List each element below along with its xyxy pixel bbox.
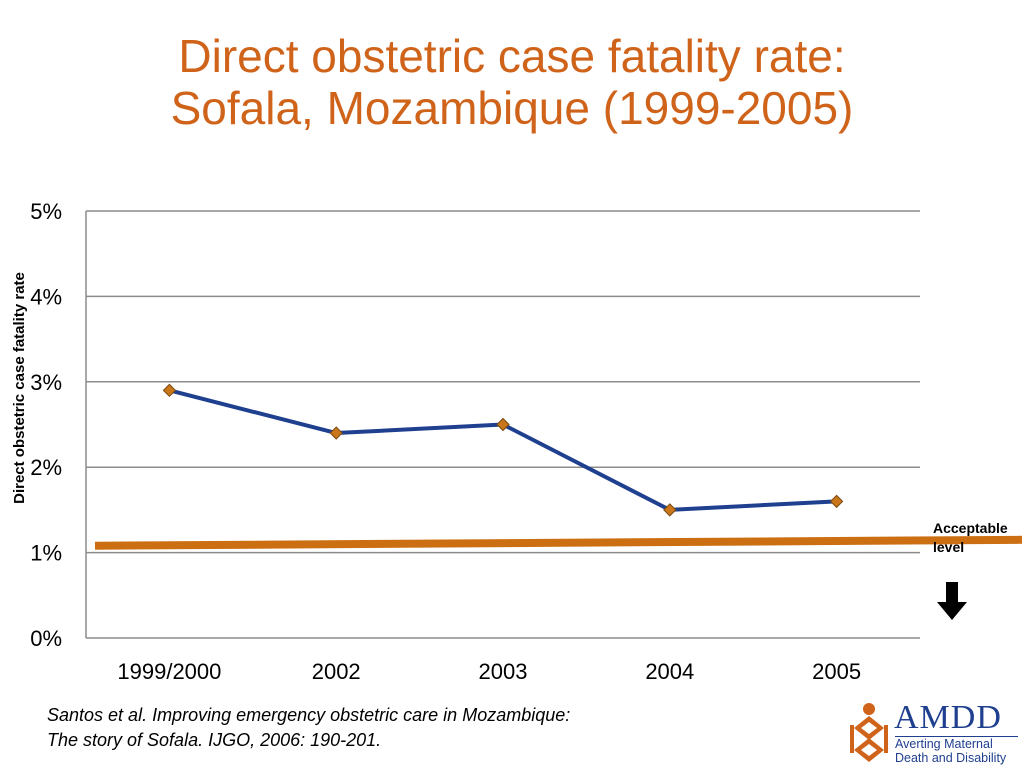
grid-lines <box>86 210 920 554</box>
title-line-2: Sofala, Mozambique (1999-2005) <box>170 82 854 134</box>
data-point <box>496 417 510 432</box>
x-tick-label: 2003 <box>479 659 528 684</box>
x-tick-label: 2005 <box>812 659 861 684</box>
axes <box>85 211 920 639</box>
y-tick-label: 0% <box>30 626 62 651</box>
page-title: Direct obstetric case fatality rate: Sof… <box>0 30 1024 134</box>
logo-subtitle-line-1: Averting Maternal <box>895 737 993 751</box>
y-tick-label: 4% <box>30 284 62 309</box>
citation: Santos et al. Improving emergency obstet… <box>47 703 570 753</box>
data-point <box>162 383 177 398</box>
citation-line-2: The story of Sofala. IJGO, 2006: 190-201… <box>47 730 382 750</box>
title-line-1: Direct obstetric case fatality rate: <box>178 30 846 82</box>
x-tick-label: 2002 <box>312 659 361 684</box>
citation-line-1: Santos et al. Improving emergency obstet… <box>47 705 571 725</box>
acceptable-level-annotation: Acceptable level <box>933 519 1008 557</box>
annotation-line-1: Acceptable <box>933 520 1008 536</box>
data-point <box>329 426 343 440</box>
y-tick-label: 3% <box>30 370 62 395</box>
acceptable-level-line <box>94 535 1023 550</box>
y-axis-label: Direct obstetric case fatality rate <box>11 272 28 504</box>
series-group <box>162 383 844 517</box>
line-chart: 0% 1% 2% 3% 4% 5% 1999/2000 2002 2003 2004 2005 Di… <box>11 199 1023 684</box>
logo-subtitle-line-2: Death and Disability <box>895 751 1007 765</box>
down-arrow-icon <box>937 582 967 620</box>
amdd-emblem-icon <box>850 703 888 762</box>
data-point <box>829 494 844 509</box>
logo-divider <box>895 736 1018 737</box>
data-point <box>663 503 677 517</box>
logo-abbreviation: AMDD <box>894 699 1002 736</box>
series-line <box>168 388 837 512</box>
tick-labels: 0% 1% 2% 3% 4% 5% 1999/2000 2002 2003 2004 2005 <box>30 199 861 684</box>
y-tick-label: 1% <box>30 541 62 566</box>
acceptable-level-line-group <box>94 535 1023 550</box>
amdd-logo: AMDD Averting Maternal Death and Disabil… <box>848 700 1020 766</box>
y-tick-label: 2% <box>30 455 62 480</box>
annotation-line-2: level <box>933 539 965 555</box>
x-tick-label: 1999/2000 <box>117 659 221 684</box>
x-tick-label: 2004 <box>645 659 694 684</box>
y-tick-label: 5% <box>30 199 62 224</box>
logo-subtitle: Averting Maternal Death and Disability <box>895 737 1006 765</box>
